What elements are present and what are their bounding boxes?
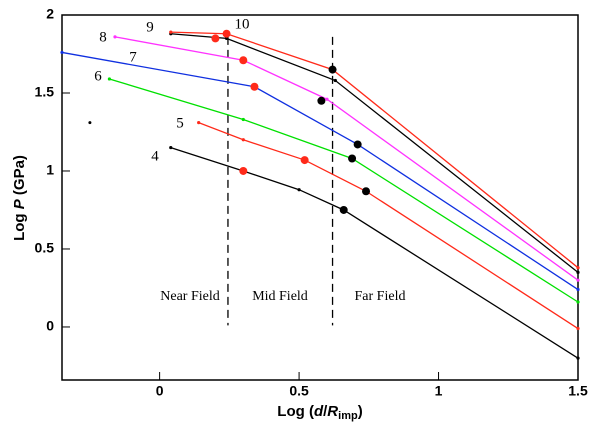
point [241, 138, 245, 142]
series-line [170, 146, 579, 359]
series-line [61, 51, 579, 291]
point [60, 50, 64, 55]
y-tick-label: 0.5 [35, 240, 55, 256]
transition-marker [222, 29, 231, 38]
series-line [114, 36, 579, 281]
x-label-part: R [327, 403, 338, 420]
transition-marker [362, 187, 371, 196]
y-label-part: Log [11, 209, 28, 241]
point [325, 97, 329, 101]
y-label-part: P [11, 198, 28, 209]
y-axis-label: Log P (GPa) [11, 155, 28, 241]
point [197, 121, 201, 125]
x-tick-label: 0.5 [289, 383, 309, 399]
transition-marker [239, 56, 248, 65]
transition-marker [317, 96, 326, 105]
series-label: 8 [99, 29, 107, 45]
point [113, 35, 117, 39]
x-label-part: ) [358, 403, 363, 420]
transition-marker [88, 121, 92, 125]
y-tick-label: 1 [46, 162, 54, 178]
point [576, 278, 580, 282]
x-label-part: d [314, 403, 324, 420]
point [107, 77, 112, 81]
region-label: Mid Field [252, 289, 308, 304]
transition-marker [353, 140, 362, 149]
series-label: 4 [151, 148, 159, 164]
series-label: 9 [146, 19, 154, 35]
x-label-part: Log ( [277, 403, 314, 420]
y-tick-label: 2 [46, 6, 54, 22]
series-line [170, 33, 579, 273]
point [241, 117, 245, 122]
series-label: 6 [94, 68, 102, 84]
plot-frame [61, 14, 579, 381]
x-label-part: imp [338, 410, 358, 422]
y-label-part: (GPa) [11, 155, 28, 199]
transition-marker [300, 156, 309, 165]
x-tick-label: 1 [435, 383, 443, 399]
point [169, 30, 173, 34]
series-line [109, 78, 579, 303]
x-label-part: / [323, 403, 328, 420]
region-label: Far Field [355, 289, 406, 304]
point [576, 356, 580, 360]
x-tick-label: 1.5 [568, 383, 588, 399]
point [333, 78, 337, 83]
point [576, 300, 580, 304]
point [169, 145, 173, 150]
y-tick-label: 0 [46, 318, 54, 334]
y-tick-label: 1.5 [35, 84, 55, 100]
region-label: Near Field [160, 289, 219, 304]
transition-marker [328, 65, 337, 74]
transition-marker [339, 205, 348, 214]
transition-marker [348, 154, 357, 163]
series-label: 5 [176, 115, 184, 131]
point [576, 266, 580, 270]
series-label: 10 [235, 16, 250, 32]
x-tick-label: 0 [156, 383, 164, 399]
x-axis-label: Log (d/Rimp) [277, 403, 362, 422]
transition-marker [250, 82, 259, 91]
point [576, 287, 580, 292]
series-label: 7 [129, 49, 137, 65]
point [576, 270, 580, 274]
point [576, 326, 580, 331]
point [297, 188, 301, 192]
transition-marker [239, 166, 248, 175]
series-line [170, 31, 579, 269]
transition-marker [211, 34, 220, 43]
